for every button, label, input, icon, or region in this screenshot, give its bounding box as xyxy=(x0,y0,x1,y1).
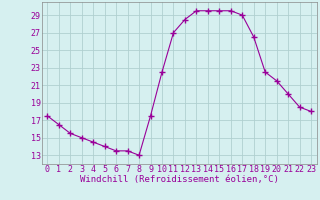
X-axis label: Windchill (Refroidissement éolien,°C): Windchill (Refroidissement éolien,°C) xyxy=(80,175,279,184)
